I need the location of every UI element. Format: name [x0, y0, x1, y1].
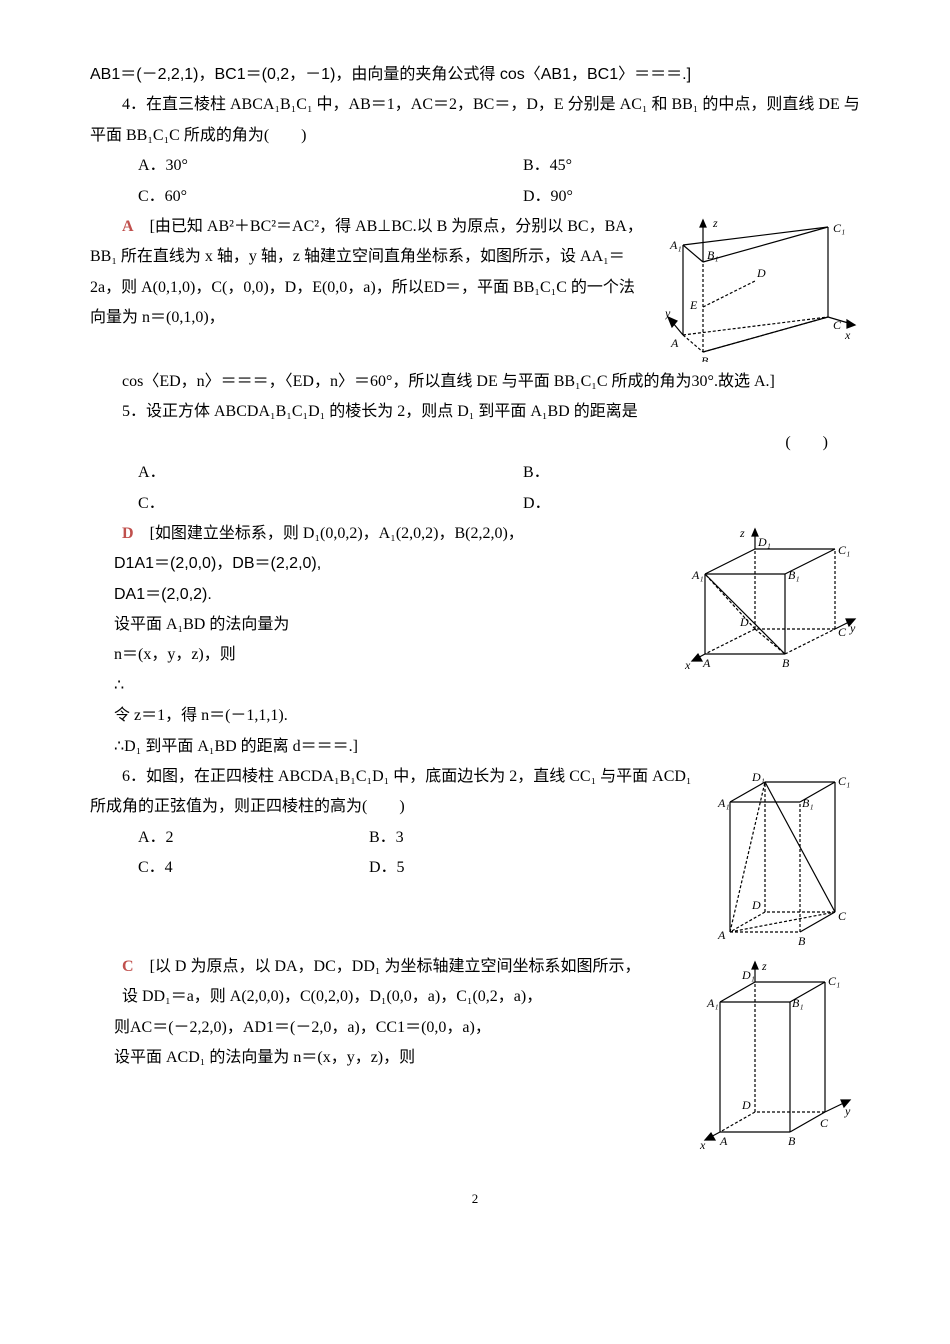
- q4-sol1: [由已知 AB²＋BC²＝AC²，得 AB⊥BC.以 B 为原点，分别以 BC，…: [90, 218, 643, 326]
- q6-opt-d: D．5: [321, 853, 552, 883]
- svg-text:D: D: [741, 1098, 751, 1112]
- svg-text:A₁: A₁: [669, 238, 682, 252]
- svg-text:B: B: [701, 354, 709, 362]
- q6-options: A．2 C．4 B．3 D．5: [90, 823, 552, 884]
- q5-opt-b: B．: [475, 458, 860, 488]
- svg-text:B: B: [788, 1134, 796, 1148]
- svg-text:z: z: [739, 526, 745, 540]
- svg-text:C: C: [820, 1116, 829, 1130]
- svg-text:D: D: [756, 266, 766, 280]
- svg-text:A: A: [702, 656, 711, 670]
- q6: A₁ B₁ C₁ D₁ A B C D 6．如图，在正四棱柱 ABCDA₁B₁C…: [90, 762, 860, 1157]
- svg-text:B₁: B₁: [788, 568, 800, 582]
- svg-text:B: B: [798, 934, 806, 947]
- svg-text:C: C: [838, 909, 847, 923]
- q4-opt-c: C．60°: [90, 182, 475, 212]
- q4-stem: 4．在直三棱柱 ABCA₁B₁C₁ 中，AB＝1，AC＝2，BC＝，D，E 分别…: [90, 90, 860, 151]
- q6-opt-a: A．2: [90, 823, 321, 853]
- line-ab1: AB1＝(－2,2,1)，BC1＝(0,2，－1)，由向量的夹角公式得 cos〈…: [90, 60, 860, 90]
- q4-diagram: A₁ B₁ C₁ A B C D E x y z: [665, 217, 860, 362]
- svg-text:z: z: [761, 959, 767, 973]
- svg-text:A₁: A₁: [691, 568, 704, 582]
- q5-options: A． C． B． D．: [90, 458, 860, 519]
- svg-text:x: x: [684, 658, 691, 672]
- svg-text:D₁: D₁: [751, 770, 765, 784]
- q5-opt-d: D．: [475, 489, 860, 519]
- svg-text:D: D: [739, 615, 749, 629]
- svg-text:A₁: A₁: [706, 996, 719, 1010]
- svg-text:y: y: [844, 1104, 851, 1118]
- q5-diagram: A₁ B₁ C₁ D₁ A B C D x y z: [680, 524, 860, 674]
- q4-answer: A: [122, 218, 134, 235]
- q5-opt-a: A．: [90, 458, 475, 488]
- svg-text:E: E: [689, 298, 698, 312]
- q6-answer: C: [122, 958, 134, 975]
- q4-opt-b: B．45°: [475, 151, 860, 181]
- q5-paren: ( ): [90, 428, 860, 458]
- q5-sol1: [如图建立坐标系，则 D₁(0,0,2)，A₁(2,0,2)，B(2,2,0)，: [134, 525, 524, 542]
- svg-text:D₁: D₁: [741, 968, 755, 982]
- svg-text:x: x: [844, 328, 851, 342]
- svg-text:A: A: [670, 336, 679, 350]
- q6-diagram-1: A₁ B₁ C₁ D₁ A B C D: [710, 767, 860, 947]
- q5-sol8: ∴D₁ 到平面 A₁BD 的距离 d＝＝＝.]: [90, 732, 860, 762]
- svg-text:D₁: D₁: [757, 535, 771, 549]
- svg-text:B₁: B₁: [707, 248, 719, 262]
- q6-sol1: [以 D 为原点，以 DA，DC，DD₁ 为坐标轴建立空间坐标系如图所示，: [134, 958, 641, 975]
- svg-text:z: z: [712, 217, 718, 230]
- q4-opt-d: D．90°: [475, 182, 860, 212]
- q4-sol2: cos〈ED，n〉＝＝＝，〈ED，n〉＝60°，所以直线 DE 与平面 BB₁C…: [90, 367, 860, 397]
- svg-text:B: B: [782, 656, 790, 670]
- q4-solution: A₁ B₁ C₁ A B C D E x y z A [由已知 AB²＋BC²＝…: [90, 212, 860, 397]
- svg-text:A: A: [719, 1134, 728, 1148]
- svg-text:C₁: C₁: [838, 774, 850, 788]
- svg-text:B₁: B₁: [792, 996, 804, 1010]
- q4-opt-a: A．30°: [90, 151, 475, 181]
- document-content: AB1＝(－2,2,1)，BC1＝(0,2，－1)，由向量的夹角公式得 cos〈…: [90, 60, 860, 1212]
- svg-text:C: C: [833, 318, 842, 332]
- svg-text:C₁: C₁: [838, 543, 850, 557]
- svg-text:C: C: [838, 625, 847, 639]
- svg-text:C₁: C₁: [828, 974, 840, 988]
- svg-text:B₁: B₁: [802, 796, 814, 810]
- q5-sol6: ∴: [90, 671, 860, 701]
- svg-text:A₁: A₁: [717, 796, 730, 810]
- q6-diagram-2: A₁ B₁ C₁ D₁ A B C D x y z: [695, 957, 860, 1152]
- q5-opt-c: C．: [90, 489, 475, 519]
- svg-text:A: A: [717, 928, 726, 942]
- svg-text:y: y: [849, 621, 856, 635]
- svg-text:D: D: [751, 898, 761, 912]
- page-number: 2: [90, 1187, 860, 1212]
- q6-opt-c: C．4: [90, 853, 321, 883]
- svg-text:C₁: C₁: [833, 221, 845, 235]
- q5-solution: A₁ B₁ C₁ D₁ A B C D x y z D [如图建立坐标系，则 D…: [90, 519, 860, 762]
- q4-options: A．30° C．60° B．45° D．90°: [90, 151, 860, 212]
- svg-text:x: x: [699, 1138, 706, 1152]
- q5-sol7: 令 z＝1，得 n＝(－1,1,1).: [90, 701, 860, 731]
- q6-opt-b: B．3: [321, 823, 552, 853]
- q5-stem: 5．设正方体 ABCDA₁B₁C₁D₁ 的棱长为 2，则点 D₁ 到平面 A₁B…: [90, 397, 860, 427]
- svg-text:y: y: [665, 306, 671, 320]
- q5-answer: D: [122, 525, 134, 542]
